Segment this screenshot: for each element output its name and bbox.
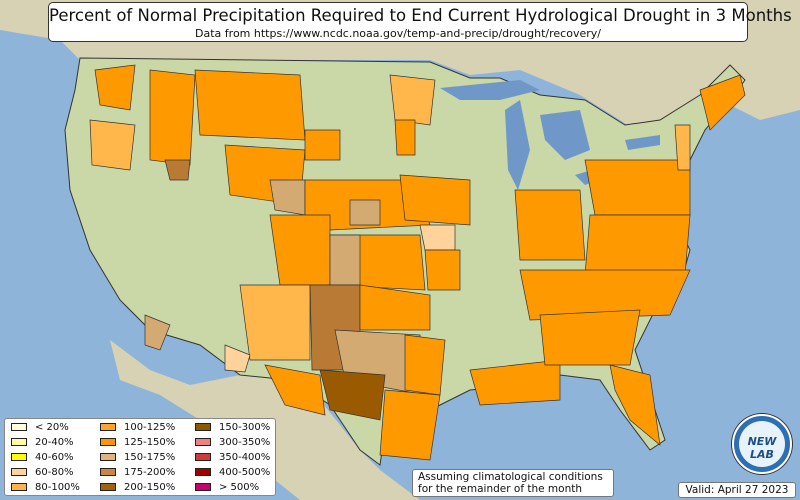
legend-item: 150-175% (100, 451, 175, 465)
legend-item: 125-150% (100, 436, 175, 450)
drought-region-montana (194, 69, 306, 141)
legend-label: 400-500% (219, 467, 271, 478)
drought-region-minnesota (389, 74, 436, 126)
legend-swatch (195, 453, 211, 461)
legend-swatch (195, 438, 211, 446)
legend-item: < 20% (11, 421, 69, 435)
drought-region-colorado (269, 214, 331, 286)
legend-swatch (11, 423, 27, 431)
legend-swatch (11, 483, 27, 491)
title-box: Percent of Normal Precipitation Required… (48, 2, 792, 42)
drought-region-ohio-valley (514, 189, 586, 261)
drought-region-carolinas (519, 269, 691, 321)
drought-region-gulf-coast (469, 359, 561, 406)
legend: < 20% 20-40% 40-60% 60-80% 80-100% 100-1… (4, 418, 276, 496)
legend-item: 20-40% (11, 436, 74, 450)
legend-item: 100-125% (100, 421, 175, 435)
note-line-2: for the remainder of the month (418, 483, 583, 495)
map-title: Percent of Normal Precipitation Required… (49, 6, 792, 25)
drought-region-wyoming-south (269, 179, 306, 216)
legend-item: 80-100% (11, 481, 80, 495)
legend-label: > 500% (219, 482, 260, 493)
legend-item: 150-300% (195, 421, 270, 435)
drought-region-arizona (144, 314, 171, 351)
drought-region-minnesota-south (394, 119, 416, 156)
drought-region-missouri (424, 249, 461, 291)
legend-item: 400-500% (195, 466, 270, 480)
legend-label: 175-200% (124, 467, 176, 478)
drought-region-new-england (699, 74, 746, 131)
drought-region-nevada-pocket (164, 159, 191, 181)
logo-text: NEW LAB (747, 435, 777, 461)
legend-label: 125-150% (124, 437, 176, 448)
legend-swatch (195, 423, 211, 431)
legend-label: 100-125% (124, 422, 176, 433)
drought-region-oregon (89, 119, 136, 171)
legend-swatch (11, 453, 27, 461)
legend-label: 350-400% (219, 452, 271, 463)
legend-item: 200-150% (100, 481, 175, 495)
drought-region-texas-south (379, 389, 441, 461)
drought-region-texas-east (404, 334, 446, 396)
drought-region-florida (609, 364, 661, 446)
legend-swatch (100, 468, 116, 476)
lake-superior (440, 80, 540, 100)
assumption-note: Assuming climatological conditions for t… (412, 469, 614, 497)
drought-region-missouri-north (419, 224, 456, 251)
lake-ontario (625, 135, 660, 150)
legend-label: 300-350% (219, 437, 271, 448)
drought-region-oklahoma (359, 284, 431, 331)
legend-swatch (11, 468, 27, 476)
legend-label: 200-150% (124, 482, 176, 493)
legend-label: 80-100% (35, 482, 80, 493)
note-line-1: Assuming climatological conditions (418, 471, 603, 483)
drought-region-idaho (149, 69, 196, 166)
legend-item: 300-350% (195, 436, 270, 450)
legend-label: < 20% (35, 422, 69, 433)
legend-item: 60-80% (11, 466, 74, 480)
legend-item: 350-400% (195, 451, 270, 465)
drought-region-ny (674, 124, 691, 171)
legend-swatch (195, 483, 211, 491)
legend-label: 60-80% (35, 467, 74, 478)
drought-region-new-mexico (239, 284, 311, 361)
legend-swatch (100, 483, 116, 491)
drought-region-texas-far-west (264, 364, 326, 416)
drought-region-dakota (304, 129, 341, 161)
legend-swatch (100, 438, 116, 446)
drought-region-kansas-west (329, 234, 361, 286)
drought-region-iowa (399, 174, 471, 226)
legend-label: 150-175% (124, 452, 176, 463)
drought-region-border (224, 344, 251, 373)
drought-region-texas-west (319, 369, 386, 421)
legend-label: 40-60% (35, 452, 74, 463)
lake-huron (540, 110, 590, 160)
logo-inner (739, 421, 785, 467)
globe-logo-icon: NEW LAB (732, 414, 792, 474)
legend-swatch (195, 468, 211, 476)
legend-item: 175-200% (100, 466, 175, 480)
legend-item: > 500% (195, 481, 259, 495)
lake-michigan (505, 100, 530, 190)
legend-label: 20-40% (35, 437, 74, 448)
legend-swatch (100, 453, 116, 461)
legend-swatch (11, 438, 27, 446)
drought-region-nebraska-central (349, 199, 381, 226)
legend-swatch (100, 423, 116, 431)
drought-region-pennsylvania (584, 159, 691, 216)
map-subtitle: Data from https://www.ncdc.noaa.gov/temp… (195, 27, 601, 40)
drought-region-southeast (539, 309, 641, 366)
legend-item: 40-60% (11, 451, 74, 465)
legend-label: 150-300% (219, 422, 271, 433)
drought-region-washington (94, 64, 136, 111)
valid-date: Valid: April 27 2023 (678, 482, 796, 498)
drought-region-virginia (584, 214, 691, 276)
